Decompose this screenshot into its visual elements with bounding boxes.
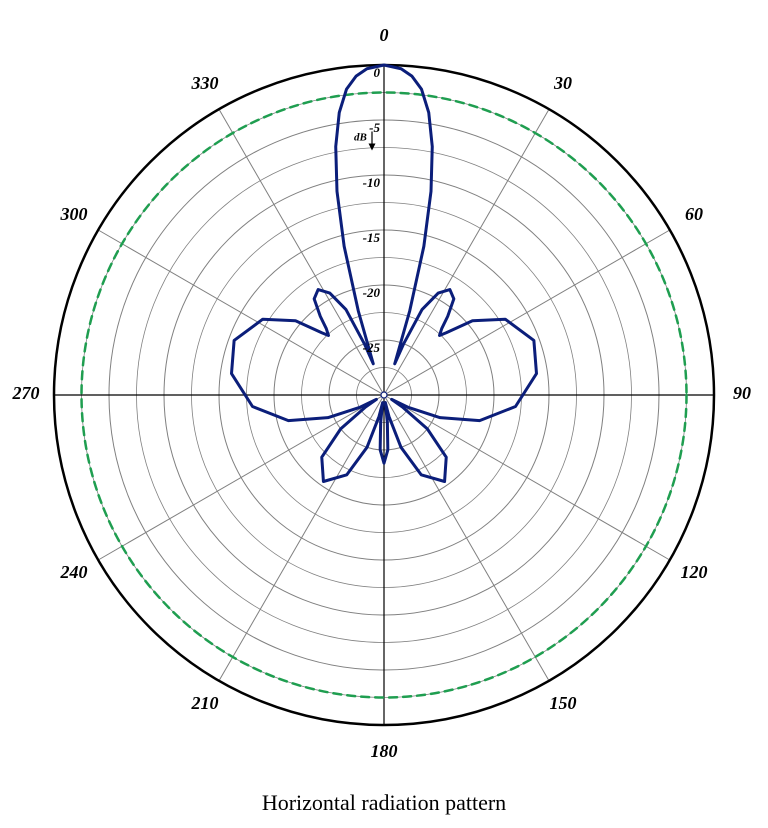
- axis-unit-label: dB: [354, 132, 367, 144]
- angle-label: 270: [12, 383, 40, 403]
- angle-label: 300: [59, 204, 87, 224]
- angle-label: 330: [191, 73, 219, 93]
- radial-label: -10: [363, 175, 381, 190]
- angle-label: 90: [733, 383, 751, 403]
- radial-label: -25: [363, 340, 381, 355]
- radial-label: -15: [363, 230, 381, 245]
- angle-label: 240: [59, 562, 87, 582]
- angle-label: 0: [380, 25, 389, 45]
- angle-label: 120: [681, 562, 708, 582]
- angle-label: 60: [685, 204, 703, 224]
- angle-label: 180: [371, 741, 398, 761]
- angle-label: 150: [550, 693, 577, 713]
- chart-container: 0 30 60 90 120 150 180 210 240 270 300 330 0 -5 -10 -15…: [0, 0, 768, 828]
- angle-label: 210: [191, 693, 219, 713]
- radial-label: -5: [369, 120, 380, 135]
- angle-label: 30: [553, 73, 572, 93]
- radial-label: -20: [363, 285, 381, 300]
- chart-caption: Horizontal radiation pattern: [0, 790, 768, 816]
- polar-chart: 0 30 60 90 120 150 180 210 240 270 300 330 0 -5 -10 -15…: [0, 0, 768, 828]
- radial-label: 0: [374, 65, 381, 80]
